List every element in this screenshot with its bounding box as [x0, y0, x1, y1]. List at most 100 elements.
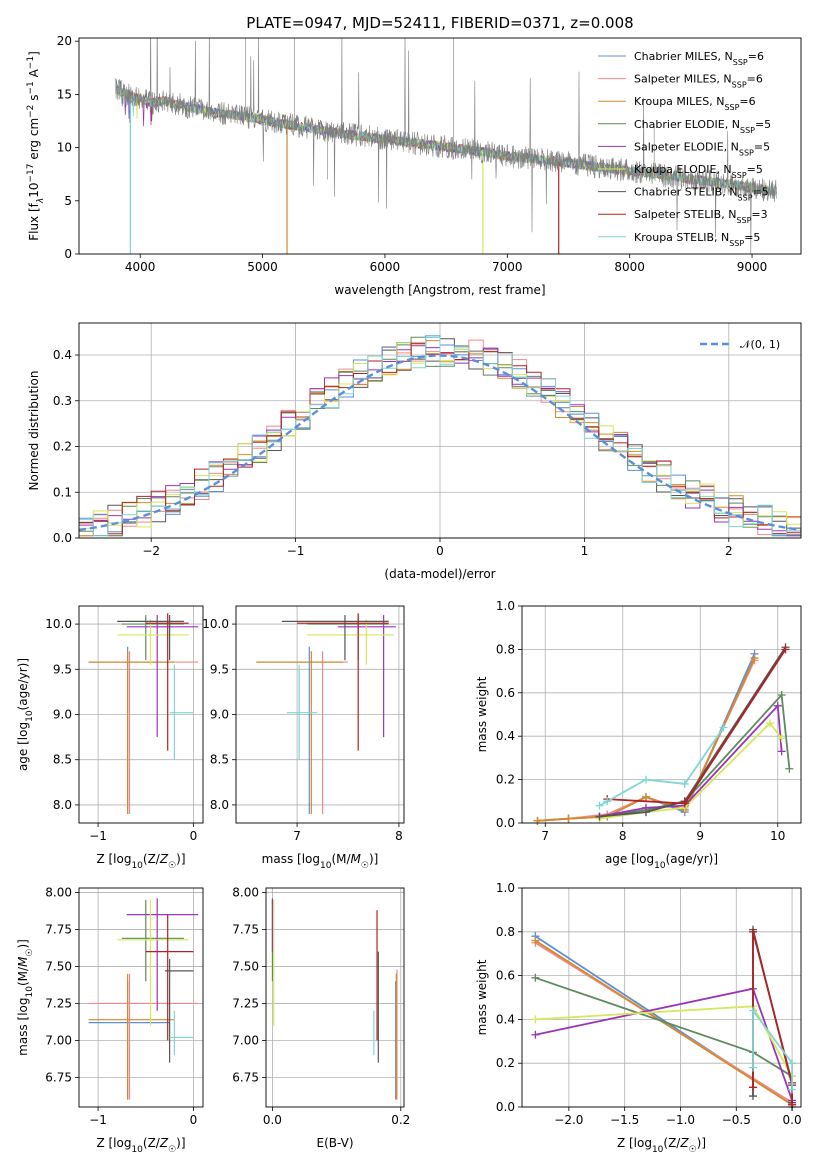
label-sup: −1 [26, 81, 36, 94]
legend-label: Salpeter MILES, N [634, 73, 732, 86]
weight-marker-krou_stelib [642, 775, 650, 784]
legend-suffix: =5 [754, 140, 770, 153]
axis-label: Z [log10(Z/Z☉)] [617, 1136, 706, 1155]
y-tick-label: 7.50 [232, 959, 259, 973]
label-part: Z [ [96, 1136, 113, 1150]
y-tick-label: 8.5 [53, 753, 72, 767]
label-sub: ☉ [689, 1145, 697, 1155]
label-part: log [634, 1136, 652, 1150]
label-sub: 10 [131, 1145, 143, 1155]
y-tick-label: 0 [64, 247, 72, 261]
x-tick-label: −1.5 [610, 1113, 639, 1127]
legend-label: Chabrier STELIB, N [634, 186, 738, 199]
x-tick-label: 1 [581, 544, 589, 558]
y-tick-label: 1.0 [496, 599, 515, 613]
legend-sub: SSP [724, 103, 739, 112]
label-part: log [113, 852, 131, 866]
y-axis-label: Flux [fλ10−17 erg cm−2 s−1 A−1] [26, 51, 46, 241]
x-tick-label: −1 [89, 1113, 107, 1127]
legend-suffix: =5 [753, 186, 769, 199]
x-tick-label: −1 [287, 544, 305, 558]
axes-frame [78, 37, 802, 255]
weight-line-krou_stelib [752, 1007, 793, 1090]
axis-label: age [log10(age/yr)] [16, 658, 35, 771]
weight-marker-krou_miles [531, 936, 540, 945]
weight_vs_Z-panel: −2.0 −1.5 −1.0 −0.5 0.0 0.0 0.2 0.4 0.6 0.8 1.0 Z [… [475, 881, 802, 1155]
axes-frame [78, 887, 204, 1108]
weight-marker-krou_stelib [595, 801, 604, 810]
label-part: M [16, 956, 30, 967]
legend-suffix: =5 [744, 231, 760, 244]
label-part: )] [369, 852, 378, 866]
y-axis-label: Normed distribution [27, 371, 41, 491]
label-part: 10 [27, 183, 41, 198]
y-tick-label: 6.75 [232, 1070, 259, 1084]
y-tick-label: 10.0 [45, 617, 72, 631]
y-tick-label: 5 [64, 194, 72, 208]
legend-label: Kroupa ELODIE, N [634, 163, 732, 176]
age_vs_Z-panel: −1 08.08.59.09.510.0Z [log10(Z/Z☉)]age [l… [16, 605, 204, 871]
label-sub: 10 [25, 710, 35, 722]
weight-marker-krou_elodie [777, 734, 786, 743]
axes-frame [265, 887, 405, 1108]
y-tick-label: 7.75 [232, 922, 259, 936]
weight-marker-krou_elodie [531, 1015, 540, 1024]
x-tick-label: 0 [190, 829, 198, 843]
weight-marker-salp_stelib [749, 1083, 758, 1092]
x-tick-label: 7 [293, 829, 301, 843]
label-sub: ☉ [168, 861, 176, 871]
legend-suffix: =6 [739, 95, 755, 108]
legend-suffix: =5 [755, 118, 771, 131]
x-tick-label: 0.0 [783, 1113, 802, 1127]
label-part: (age/yr)] [666, 852, 718, 866]
label-part: log [636, 852, 654, 866]
y-tick-label: 7.50 [45, 959, 72, 973]
x-tick-label: 5000 [247, 260, 278, 274]
label-part: log [302, 852, 320, 866]
label-part: age [ [605, 852, 636, 866]
weight-marker-krou_elodie [766, 719, 774, 728]
x-tick-label: 4000 [125, 260, 156, 274]
legend-sub: SSP [739, 148, 754, 157]
label-sup: −2 [26, 105, 36, 118]
weight-marker-krou_miles [564, 814, 573, 823]
weight-marker-krou_miles [642, 792, 650, 801]
x-tick-label: 0.0 [263, 1113, 282, 1127]
x-tick-label: 0 [190, 1113, 198, 1127]
legend-suffix: =6 [748, 50, 764, 63]
weight-marker-krou_stelib [788, 1059, 797, 1068]
label-part: (Z/ [143, 852, 161, 866]
label-part: A [27, 68, 41, 81]
label-part: E(B-V) [316, 1136, 353, 1150]
y-tick-label: 7.25 [232, 996, 259, 1010]
legend-entry-krou_stelib: Kroupa STELIB, NSSP=5 [634, 231, 760, 248]
x-tick-label: 7000 [492, 260, 523, 274]
legend-sub: SSP [732, 80, 747, 89]
label-sup: −1 [26, 56, 36, 69]
y-tick-label: 9.0 [53, 708, 72, 722]
legend-entry-krou_miles: Kroupa MILES, NSSP=6 [634, 95, 756, 112]
y-tick-label: 0.6 [496, 686, 515, 700]
x-tick-label: 8000 [614, 260, 645, 274]
label-part: (M/ [16, 966, 30, 986]
label-part: log [16, 722, 30, 740]
y-tick-label: 8.0 [53, 798, 72, 812]
y-tick-label: 1.0 [496, 881, 515, 895]
label-part: mass weight [475, 676, 489, 752]
weight-line-krou_miles [534, 939, 793, 1106]
label-part: mass [ [16, 1016, 30, 1056]
y-tick-label: 0.2 [496, 1056, 515, 1070]
y-tick-label: 8.0 [210, 798, 229, 812]
weight-marker-chab_stelib [642, 808, 650, 817]
label-part: s [27, 95, 41, 105]
label-part: log [16, 998, 30, 1016]
label-part: ] [27, 51, 41, 56]
legend-suffix: =5 [747, 163, 763, 176]
label-part: (age/yr)] [16, 658, 30, 710]
y-tick-label: 7.00 [232, 1033, 259, 1047]
mass_vs_Z-panel: −1 06.757.007.257.507.758.00Z [log10(Z/Z☉… [16, 885, 204, 1155]
weight-marker-krou_stelib [788, 1085, 797, 1094]
label-sub: λ [36, 198, 46, 204]
